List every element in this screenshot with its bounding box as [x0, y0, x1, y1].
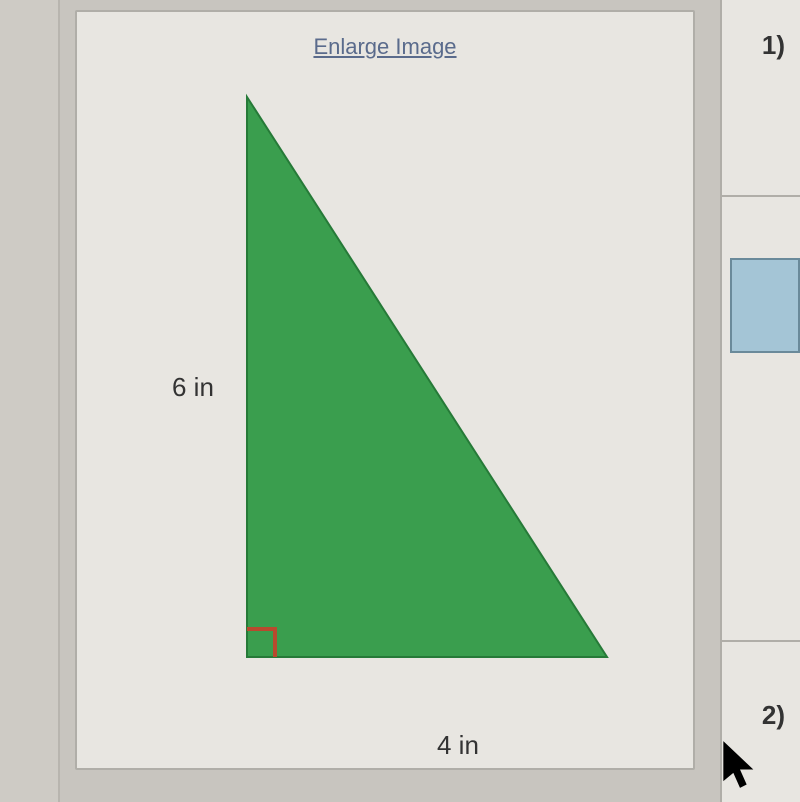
question-1-label: 1): [762, 30, 785, 61]
triangle-diagram: 6 in 4 in: [77, 67, 693, 767]
blue-answer-box[interactable]: [730, 258, 800, 353]
base-label: 4 in: [437, 730, 479, 761]
height-label: 6 in: [172, 372, 214, 403]
right-triangle-shape: [217, 87, 637, 707]
divider: [720, 640, 800, 642]
divider: [720, 195, 800, 197]
right-sidebar: 1) 2): [720, 0, 800, 802]
mouse-cursor-icon: [720, 737, 760, 792]
left-sidebar-strip: [0, 0, 60, 802]
question-2-label: 2): [762, 700, 785, 731]
diagram-panel: Enlarge Image 6 in 4 in: [75, 10, 695, 770]
enlarge-image-link[interactable]: Enlarge Image: [313, 34, 456, 60]
